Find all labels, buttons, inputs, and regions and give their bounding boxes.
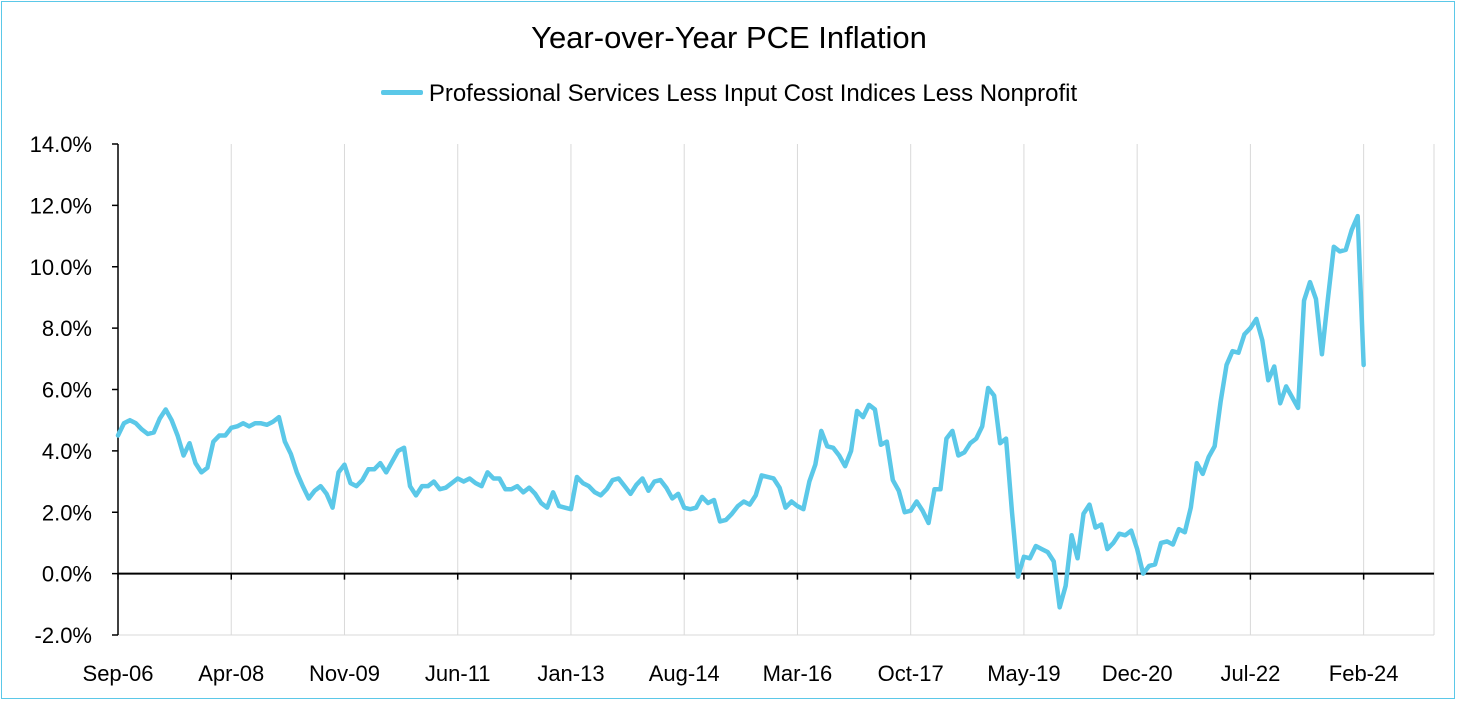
x-tick-label: Mar-16 xyxy=(763,661,833,686)
x-tick-label: Oct-17 xyxy=(878,661,944,686)
legend-label: Professional Services Less Input Cost In… xyxy=(428,80,1078,107)
y-tick-label: -2.0% xyxy=(35,623,92,648)
x-tick-label: May-19 xyxy=(987,661,1060,686)
x-tick-label: Sep-06 xyxy=(83,661,154,686)
y-tick-label: 4.0% xyxy=(42,439,92,464)
series-layer xyxy=(115,213,1366,610)
x-tick-label: Dec-20 xyxy=(1102,661,1173,686)
gridlines xyxy=(117,144,1435,636)
axes xyxy=(117,144,1434,635)
x-tick-label: Jul-22 xyxy=(1220,661,1280,686)
y-tick-label: 6.0% xyxy=(42,378,92,403)
x-tick-label: Nov-09 xyxy=(309,661,380,686)
x-tick-label: Jan-13 xyxy=(537,661,604,686)
legend: Professional Services Less Input Cost In… xyxy=(0,80,1458,108)
x-axis-ticks: Sep-06 Apr-08 Nov-09 Jun-11 Jan-13 Aug-14 Mar-… xyxy=(83,573,1399,686)
x-tick-label: Apr-08 xyxy=(198,661,264,686)
y-tick-label: 2.0% xyxy=(42,500,92,525)
y-axis-ticks: -2.0% 0.0% 2.0% 4.0% 6.0% 8.0% 10.0% 12.0% 14.0% xyxy=(30,132,118,648)
x-tick-label: Feb-24 xyxy=(1329,661,1399,686)
series-line xyxy=(115,213,1366,610)
x-tick-label: Jun-11 xyxy=(425,661,491,686)
y-tick-label: 10.0% xyxy=(30,255,92,280)
legend-swatch xyxy=(380,90,423,96)
y-tick-label: 0.0% xyxy=(42,562,92,587)
y-tick-label: 8.0% xyxy=(42,316,92,341)
y-tick-label: 12.0% xyxy=(30,193,92,218)
x-tick-label: Aug-14 xyxy=(649,661,720,686)
chart-title: Year-over-Year PCE Inflation xyxy=(531,20,927,55)
y-tick-label: 14.0% xyxy=(30,132,92,157)
